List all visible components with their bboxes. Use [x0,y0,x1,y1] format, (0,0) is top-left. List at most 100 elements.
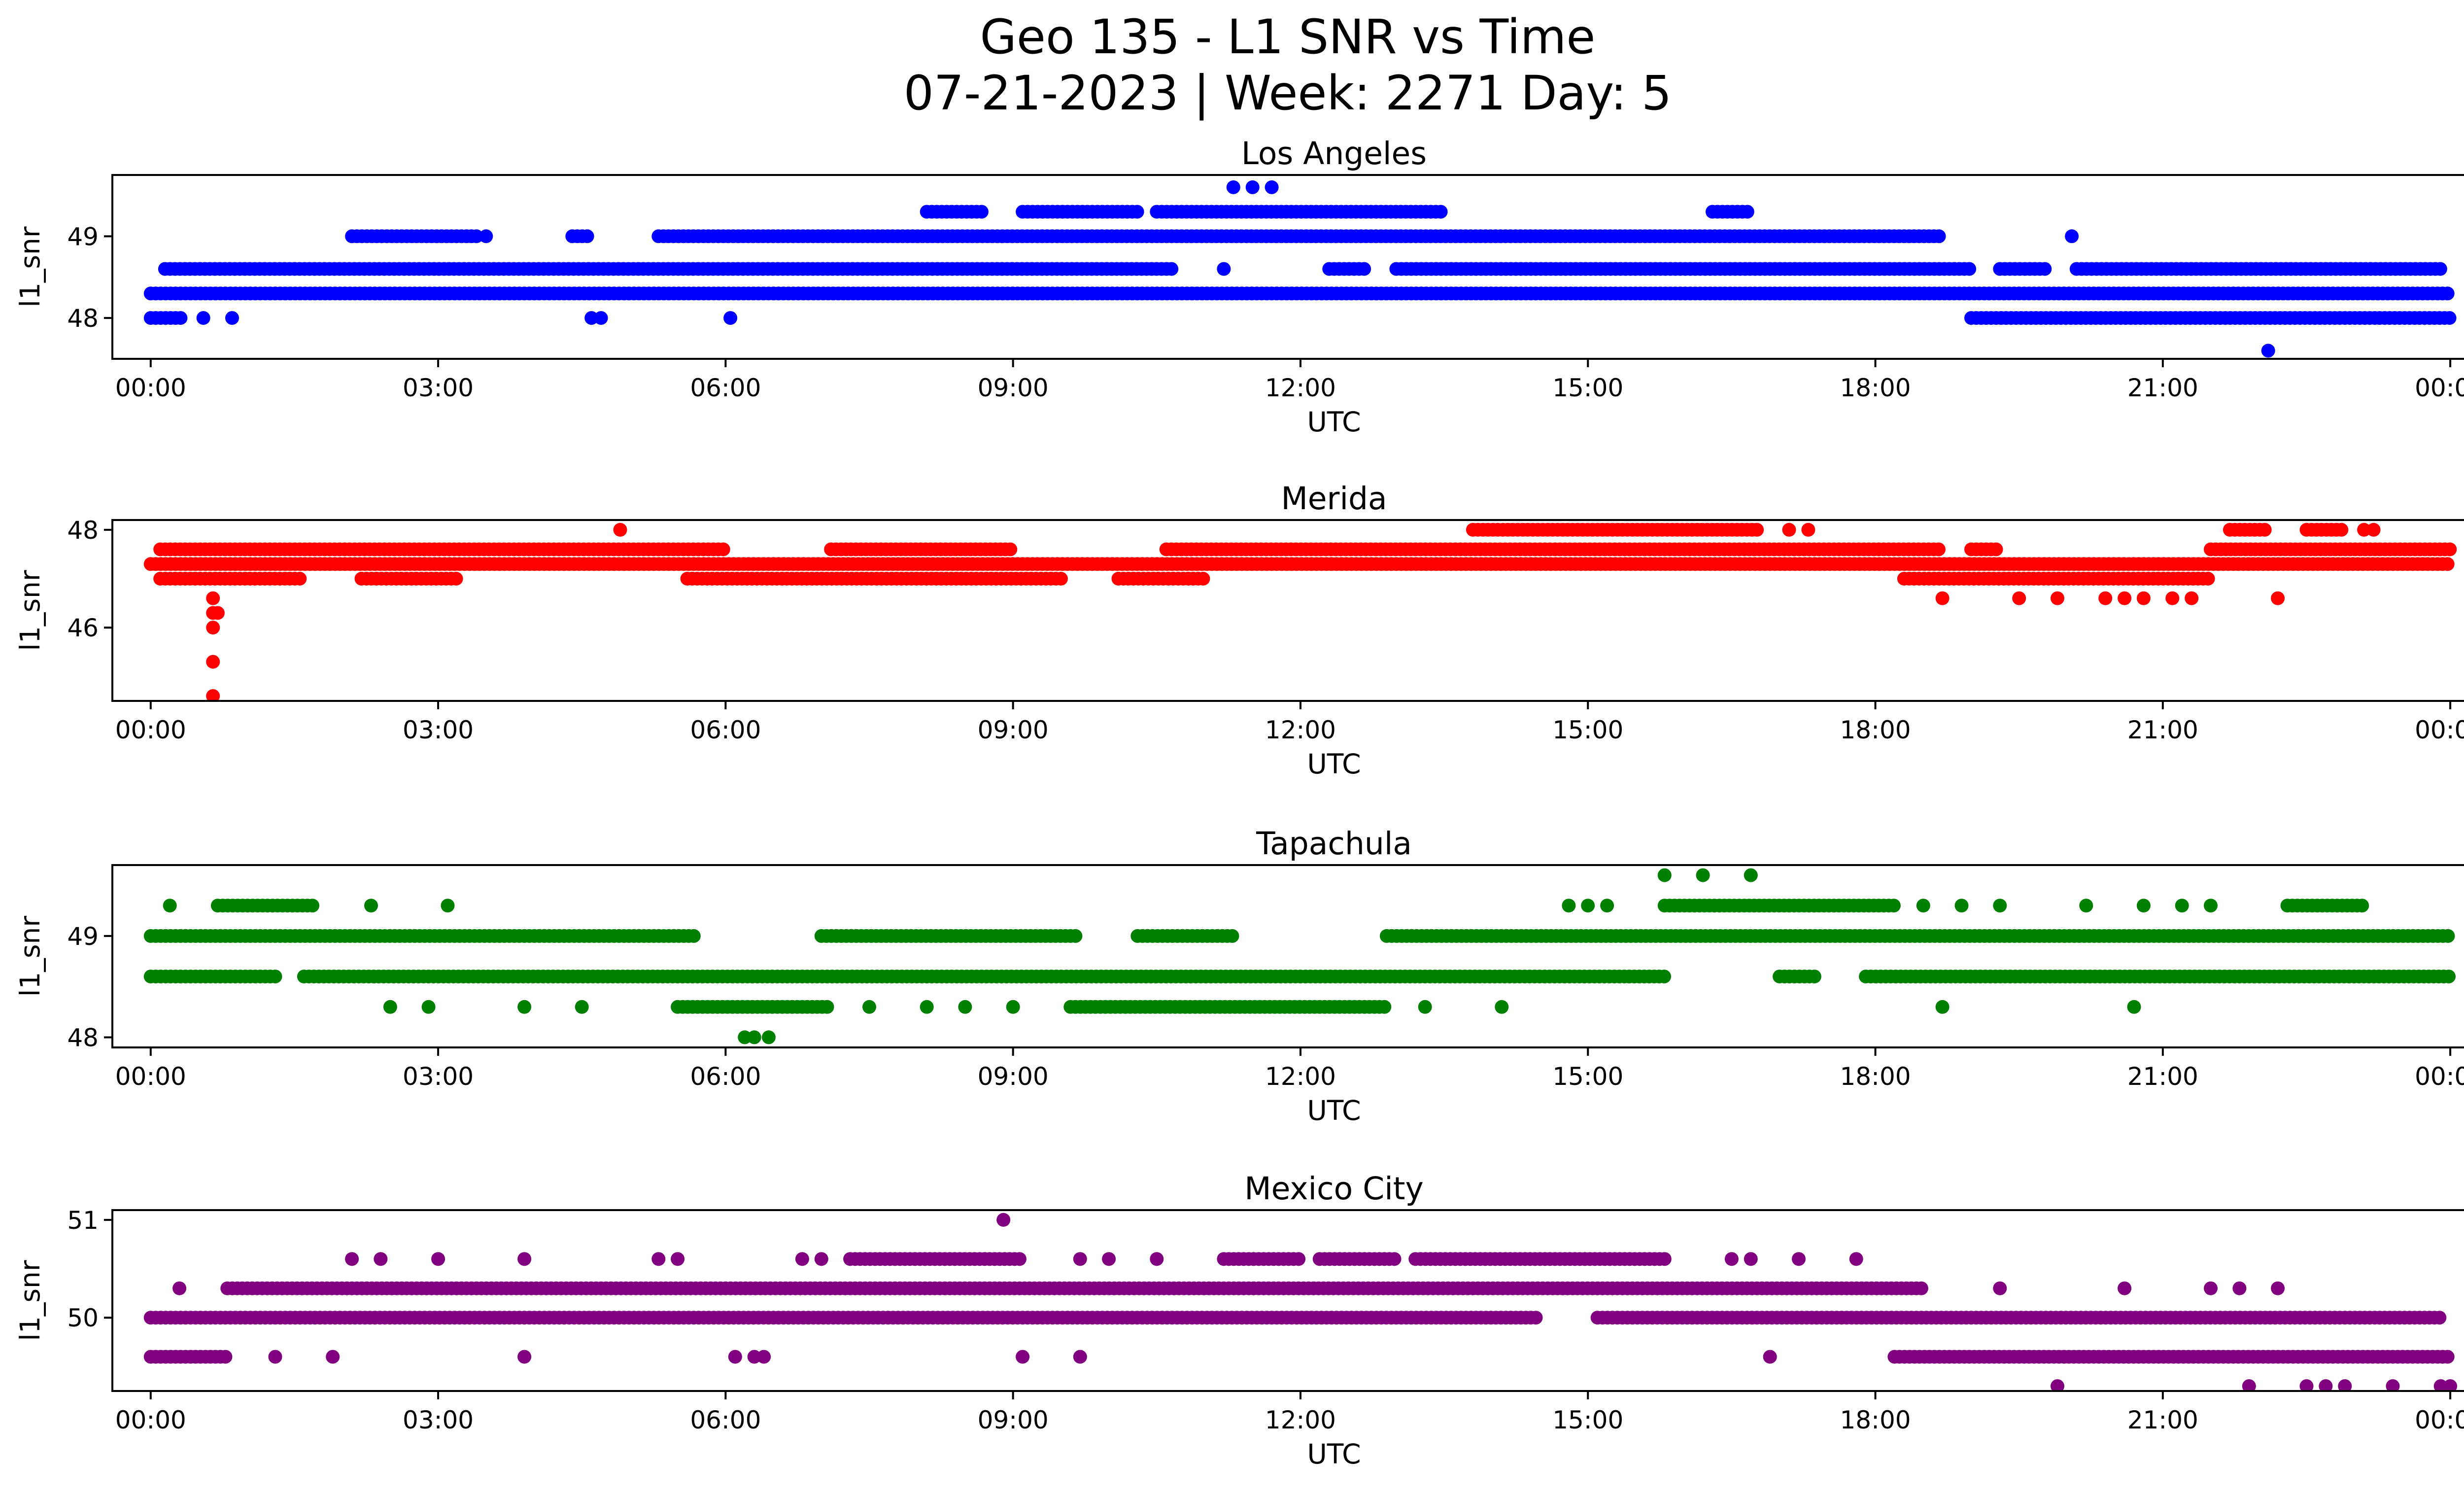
figure-title-line-1: Geo 135 - L1 SNR vs Time [980,9,1596,65]
data-point [2386,1379,2400,1391]
data-point [421,1000,436,1014]
y-tick-label: 48 [67,516,99,545]
data-point [1225,929,1239,943]
data-point [2442,970,2456,984]
data-point [2175,899,2189,913]
data-point [2201,572,2215,586]
data-point [2136,899,2151,913]
data-point [2441,929,2455,943]
data-point [2319,1379,2333,1391]
x-tick-label: 06:00 [690,374,761,402]
data-point [1750,522,1764,537]
data-point [795,1252,809,1266]
data-point [2204,899,2218,913]
data-point [686,929,701,943]
subplot-title: Tapachula [1256,826,1412,862]
data-point [1931,542,1946,556]
x-tick-label: 00:00 [2415,1406,2464,1434]
x-tick-label: 00:00 [115,1406,186,1434]
data-point [1886,899,1901,913]
data-point [268,1350,282,1364]
x-tick-label: 21:00 [2127,1062,2198,1091]
x-tick-label: 09:00 [978,1406,1049,1434]
data-point [920,1000,934,1014]
data-point [1130,205,1144,219]
data-point [225,311,239,325]
y-tick-label: 46 [67,614,99,642]
data-point [613,522,627,537]
y-tick-label: 49 [67,922,99,951]
data-point [2185,591,2199,605]
x-tick-label: 21:00 [2127,374,2198,402]
x-tick-label: 18:00 [1840,374,1911,402]
data-point [1495,1000,1509,1014]
data-point [2299,1379,2314,1391]
data-point [747,1350,761,1364]
data-point [1150,1252,1164,1266]
x-tick-label: 15:00 [1552,1062,1623,1091]
data-point [1434,205,1448,219]
data-point [1763,1350,1777,1364]
data-point [1006,1000,1020,1014]
x-axis-label: UTC [1307,1095,1361,1126]
data-point [441,899,455,913]
data-point [479,229,493,243]
x-tick-label: 12:00 [1265,716,1336,744]
data-point [2261,344,2275,358]
x-tick-label: 15:00 [1552,1406,1623,1434]
x-tick-label: 12:00 [1265,374,1336,402]
data-point [364,899,378,913]
scatter-series [143,868,2456,1044]
x-tick-label: 03:00 [403,374,474,402]
data-point [1935,1000,1950,1014]
data-point [757,1350,771,1364]
x-tick-label: 00:00 [2415,1062,2464,1091]
y-axis-label: l1_snr [14,1260,46,1341]
data-point [1807,970,1821,984]
data-point [2432,1311,2447,1325]
x-tick-label: 21:00 [2127,1406,2198,1434]
data-point [326,1350,340,1364]
data-point [1600,899,1614,913]
x-tick-label: 12:00 [1265,1406,1336,1434]
data-point [2443,542,2457,556]
data-point [1245,180,1260,194]
y-tick-label: 51 [67,1206,99,1235]
data-point [2442,311,2457,325]
data-point [2232,1281,2247,1295]
axes-frame [111,864,2464,1048]
data-point [517,1350,532,1364]
x-tick-label: 12:00 [1265,1062,1336,1091]
data-point [1377,1000,1392,1014]
x-tick-label: 06:00 [690,716,761,744]
x-tick-label: 00:00 [115,1062,186,1091]
subplot-title: Merida [1281,481,1387,517]
data-point [206,655,220,669]
data-point [2443,1379,2458,1391]
data-point [651,1252,666,1266]
data-point [671,1252,685,1266]
y-axis-label: l1_snr [14,226,46,307]
x-tick-label: 15:00 [1552,716,1623,744]
data-point [1740,205,1754,219]
data-point [293,572,307,586]
data-point [2338,1379,2352,1391]
data-point [206,621,220,635]
x-axis-label: UTC [1307,406,1361,438]
x-tick-label: 06:00 [690,1062,761,1091]
x-tick-label: 18:00 [1840,716,1911,744]
subplot-title: Los Angeles [1241,136,1427,172]
data-point [268,970,282,984]
data-point [210,606,225,620]
x-tick-label: 18:00 [1840,1062,1911,1091]
data-point [173,311,188,325]
data-point [716,542,730,556]
y-tick-label: 48 [67,304,99,333]
data-point [2258,522,2272,537]
data-point [1529,1311,1543,1325]
x-tick-label: 15:00 [1552,374,1623,402]
